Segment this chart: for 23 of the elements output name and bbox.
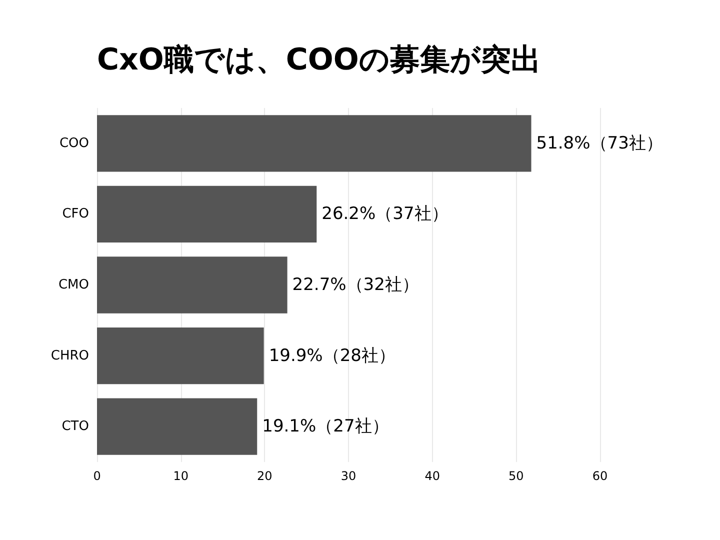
data-label: 51.8%（73社） (536, 133, 663, 154)
y-tick-label: CMO (58, 278, 89, 292)
x-tick-label: 10 (173, 469, 188, 483)
bar (97, 398, 258, 455)
x-tick-label: 30 (340, 469, 356, 483)
x-tick-label: 40 (424, 469, 440, 483)
x-tick-label: 50 (508, 469, 524, 483)
bar (97, 115, 532, 172)
bar (97, 327, 264, 384)
x-tick-label: 60 (592, 469, 608, 483)
y-tick-label: COO (59, 136, 89, 151)
data-label: 22.7%（32社） (292, 275, 419, 295)
x-tick-label: 0 (93, 469, 101, 483)
x-tick-label: 20 (257, 469, 272, 483)
data-label: 19.9%（28社） (268, 346, 396, 366)
data-label: 26.2%（37社） (322, 204, 448, 224)
y-tick-label: CHRO (50, 348, 89, 364)
bar (97, 256, 288, 314)
y-tick-label: CTO (62, 419, 89, 434)
y-tick-label: CFO (62, 206, 89, 222)
data-label: 19.1%（27社） (262, 416, 389, 437)
bar (97, 186, 317, 243)
chart-title: CxO職では、COOの募集が突出 (97, 42, 541, 78)
